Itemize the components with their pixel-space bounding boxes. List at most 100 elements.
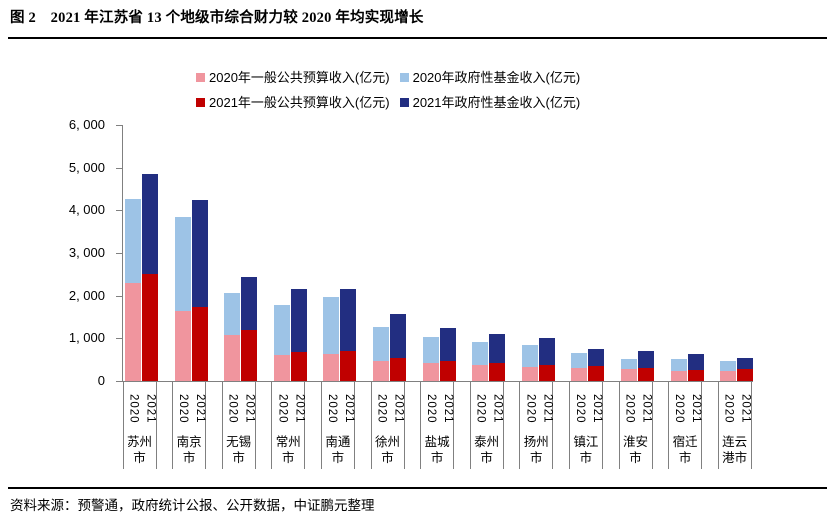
city-tick-label: 盐城市 — [424, 435, 450, 465]
bar-segment-2020-budget — [472, 364, 489, 381]
bar-segment-2021-fund — [489, 333, 506, 364]
year-tick-label: 2021 — [144, 393, 157, 424]
year-tick-label: 2021 — [690, 393, 703, 424]
legend-row-1: 2020年一般公共预算收入(亿元) 2020年政府性基金收入(亿元) — [196, 69, 580, 86]
bar-segment-2020-budget — [273, 354, 290, 381]
bar-segment-2020-fund — [174, 216, 191, 312]
category-cell: 2020 2021 南通市 — [320, 382, 355, 469]
year-tick-label: 2021 — [491, 393, 504, 424]
bar-segment-2021-fund — [638, 351, 654, 369]
city-tick-label: 镇江市 — [573, 435, 599, 465]
year-label-row: 2020 2021 — [570, 382, 603, 432]
category-cell: 2020 2021 常州市 — [271, 382, 306, 469]
city-tick-label: 泰州市 — [474, 435, 500, 465]
year-label-row: 2020 2021 — [719, 382, 752, 432]
y-axis-tick-label: 4, 000 — [68, 202, 105, 218]
bar-segment-2021-budget — [489, 363, 506, 381]
figure-title: 图 2 2021 年江苏省 13 个地级市综合财力较 2020 年均实现增长 — [10, 10, 424, 26]
bar-segment-2020-fund — [323, 297, 340, 354]
bar-segment-2021-budget — [191, 307, 208, 381]
bar-segment-2020-fund — [224, 292, 241, 336]
chart-legend: 2020年一般公共预算收入(亿元) 2020年政府性基金收入(亿元) 2021年一般… — [196, 69, 580, 111]
bar-segment-2020-budget — [125, 282, 141, 381]
bar-segment-2020-budget — [224, 335, 241, 381]
bar-segment-2020-budget — [422, 363, 439, 381]
bar-segment-2020-fund — [273, 305, 290, 355]
city-tick-label: 南通市 — [325, 435, 351, 465]
bar-segment-2021-fund — [290, 289, 307, 352]
bar-segment-2021-budget — [390, 358, 406, 381]
bar-segment-2021-fund — [687, 353, 704, 370]
year-tick-label: 2021 — [293, 393, 306, 424]
city-tick-label: 徐州市 — [374, 435, 400, 465]
year-label-row: 2020 2021 — [620, 382, 653, 432]
year-tick-label: 2021 — [590, 393, 603, 424]
city-tick-label: 南京市 — [176, 435, 202, 465]
y-axis-tick — [116, 381, 122, 382]
bar-segment-2021-budget — [142, 273, 158, 381]
bar-segment-2021-fund — [588, 349, 605, 367]
year-tick-label: 2020 — [673, 393, 686, 424]
y-axis-tick — [116, 253, 122, 254]
category-cell: 2020 2021 无锡市 — [221, 382, 256, 469]
year-label-row: 2020 2021 — [173, 382, 206, 432]
y-axis-tick-label: 0 — [97, 373, 105, 388]
bar-segment-2020-fund — [720, 360, 737, 371]
x-axis-line — [122, 381, 753, 382]
legend-swatch-icon — [399, 73, 409, 82]
bar-segment-2021-fund — [390, 314, 406, 359]
source-note: 资料来源：预警通，政府统计公报、公开数据，中证鹏元整理 — [10, 498, 375, 513]
legend-row-2: 2021年一般公共预算收入(亿元) 2021年政府性基金收入(亿元) — [196, 94, 580, 111]
year-label-row: 2020 2021 — [520, 382, 554, 432]
bar-segment-2020-fund — [125, 198, 141, 283]
y-axis-tick-label: 6, 000 — [68, 117, 105, 132]
year-tick-label: 2021 — [541, 393, 554, 424]
bar-segment-2020-fund — [621, 358, 637, 369]
bar-segment-2021-fund — [142, 174, 158, 274]
bar-segment-2021-fund — [737, 357, 754, 369]
city-tick-label: 连云港市 — [722, 435, 748, 465]
year-label-row: 2020 2021 — [669, 382, 703, 432]
bar-segment-2020-budget — [373, 360, 389, 381]
footer-divider — [8, 487, 827, 489]
year-tick-label: 2021 — [243, 393, 256, 424]
legend-swatch-icon — [399, 98, 409, 107]
year-tick-label: 2020 — [325, 393, 338, 424]
bar-segment-2020-fund — [670, 358, 687, 372]
year-tick-label: 2020 — [425, 393, 438, 424]
legend-label: 2021年一般公共预算收入(亿元) — [209, 95, 390, 110]
legend-item: 2020年一般公共预算收入(亿元) — [196, 69, 390, 86]
year-tick-label: 2021 — [739, 393, 752, 424]
legend-label: 2021年政府性基金收入(亿元) — [412, 95, 581, 110]
year-tick-label: 2020 — [226, 393, 239, 424]
year-tick-label: 2020 — [623, 393, 636, 424]
legend-swatch-icon — [196, 98, 205, 107]
year-tick-label: 2020 — [127, 393, 140, 424]
bar-segment-2021-budget — [340, 350, 357, 381]
category-cell: 2020 2021 扬州市 — [519, 382, 554, 469]
bar-segment-2021-budget — [638, 368, 654, 381]
category-cell: 2020 2021 连云港市 — [717, 382, 752, 469]
bar-segment-2020-fund — [422, 336, 439, 364]
bar-segment-2020-budget — [174, 311, 191, 381]
year-tick-label: 2021 — [392, 393, 405, 424]
year-tick-label: 2020 — [177, 393, 190, 424]
legend-item: 2021年一般公共预算收入(亿元) — [196, 94, 390, 111]
year-tick-label: 2020 — [474, 393, 487, 424]
year-tick-label: 2020 — [722, 393, 735, 424]
year-label-row: 2020 2021 — [223, 382, 256, 432]
bar-segment-2020-budget — [571, 367, 588, 381]
year-tick-label: 2020 — [573, 393, 586, 424]
year-tick-label: 2020 — [524, 393, 537, 424]
category-cell: 2020 2021 淮安市 — [618, 382, 653, 469]
y-axis-line — [122, 125, 123, 382]
bar-segment-2021-budget — [290, 351, 307, 381]
category-cell: 2020 2021 苏州市 — [122, 382, 157, 469]
year-label-row: 2020 2021 — [421, 382, 454, 432]
category-cell: 2020 2021 徐州市 — [370, 382, 405, 469]
bar-segment-2021-budget — [737, 368, 754, 381]
city-tick-label: 淮安市 — [622, 435, 648, 465]
year-label-row: 2020 2021 — [322, 382, 355, 432]
bar-segment-2021-fund — [439, 327, 456, 362]
